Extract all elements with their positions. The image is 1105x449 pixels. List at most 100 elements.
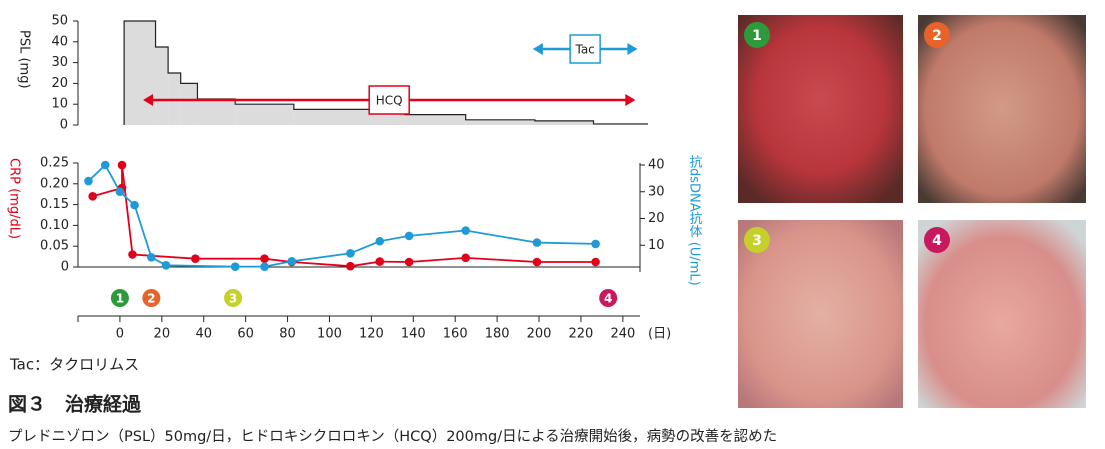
data-point [117, 160, 127, 170]
data-point [88, 191, 97, 201]
arrow-head [625, 94, 636, 106]
data-point [346, 261, 355, 271]
y2-tick-label: 20 [648, 211, 665, 226]
data-point [375, 257, 385, 266]
y-tick-label: 0 [60, 118, 68, 133]
photo [738, 220, 903, 408]
event-label: 2 [147, 292, 155, 306]
data-point [161, 261, 171, 270]
x-tick-label: 160 [443, 327, 468, 342]
y2-tick-label: 10 [648, 238, 665, 253]
data-point [100, 160, 110, 170]
data-point [115, 187, 125, 197]
abbreviation: Tac：タクロリムス [9, 356, 139, 374]
x-tick-label: 240 [610, 327, 635, 342]
event-marker [142, 289, 161, 307]
event-label: 3 [229, 292, 237, 306]
psl-step [155, 47, 169, 125]
photo [918, 15, 1086, 203]
data-point [591, 239, 600, 249]
photo-label: 1 [752, 28, 762, 44]
x-tick-label: 40 [195, 327, 212, 342]
y-tick-label: 40 [51, 34, 68, 49]
arrow-head [532, 43, 543, 55]
photo-label: 4 [932, 233, 942, 249]
y-tick-label: 20 [51, 76, 68, 91]
y-tick-label: 10 [51, 97, 68, 112]
x-tick-label: 20 [154, 327, 171, 342]
x-axis-unit: (日) [648, 327, 671, 342]
y-tick-label: 0.25 [40, 156, 69, 171]
y2-tick-label: 30 [648, 184, 665, 199]
data-point [532, 257, 542, 267]
y-tick-label: 0.05 [40, 239, 69, 254]
data-point [404, 231, 414, 241]
event-label: 1 [116, 292, 124, 306]
series-line [92, 164, 596, 268]
event-marker [599, 289, 618, 307]
y-axis-label: CRP (mg/dL) [7, 158, 22, 239]
psl-line [123, 20, 648, 125]
y-tick-label: 50 [51, 14, 68, 29]
photo-badge [744, 227, 770, 253]
photo-label: 2 [932, 28, 942, 44]
data-point [404, 257, 414, 267]
y2-tick-label: 40 [648, 158, 665, 173]
data-point [461, 253, 470, 263]
y-tick-label: 0.20 [40, 176, 69, 191]
y-axis-label: PSL (mg) [17, 30, 32, 89]
x-tick-label: 100 [317, 327, 342, 342]
y-tick-label: 30 [51, 55, 68, 70]
data-point [461, 226, 470, 235]
data-point [230, 262, 240, 271]
x-tick-label: 200 [527, 327, 552, 342]
x-tick-label: 80 [279, 327, 296, 342]
photo-badge [924, 227, 950, 253]
data-point [591, 257, 600, 267]
caption: プレドニゾロン（PSL）50mg/日，ヒドロキシクロロキン（HCQ）200mg/… [8, 428, 777, 445]
x-tick-label: 180 [485, 327, 510, 342]
psl-step [404, 114, 466, 125]
psl-step [465, 119, 535, 125]
data-point [532, 238, 542, 247]
psl-step [235, 104, 294, 125]
photo [918, 220, 1086, 408]
photo-badge [744, 22, 770, 48]
data-point [287, 257, 297, 266]
data-point [260, 262, 269, 271]
data-point [128, 250, 137, 259]
photo-badge [924, 22, 950, 48]
data-point [375, 236, 385, 246]
data-point [84, 176, 93, 186]
data-point [130, 200, 139, 210]
data-point [147, 252, 156, 262]
y-tick-label: 0.15 [40, 197, 69, 212]
x-tick-label: 220 [569, 327, 594, 342]
photo-label: 3 [752, 233, 762, 249]
event-marker [110, 289, 129, 307]
arrow-head [627, 43, 638, 55]
event-marker [224, 289, 243, 307]
psl-step [124, 21, 156, 125]
event-label: 4 [604, 292, 612, 306]
photo [738, 15, 903, 203]
psl-step [197, 99, 236, 125]
x-tick-label: 60 [237, 327, 254, 342]
x-tick-label: 120 [359, 327, 384, 342]
data-point [260, 254, 269, 263]
range-label: HCQ [376, 94, 403, 108]
x-tick-label: 0 [116, 327, 124, 342]
arrow-head [143, 94, 154, 106]
data-point [346, 248, 355, 258]
range-box [569, 34, 601, 64]
range-box [368, 85, 410, 115]
data-point [191, 254, 200, 263]
y-tick-label: 0 [61, 260, 69, 275]
y-tick-label: 0.10 [40, 218, 69, 233]
figure-title: 図３ 治療経過 [8, 393, 142, 416]
psl-step [180, 83, 198, 125]
range-label: Tac [574, 43, 594, 57]
x-tick-label: 140 [401, 327, 426, 342]
psl-step [534, 120, 594, 125]
